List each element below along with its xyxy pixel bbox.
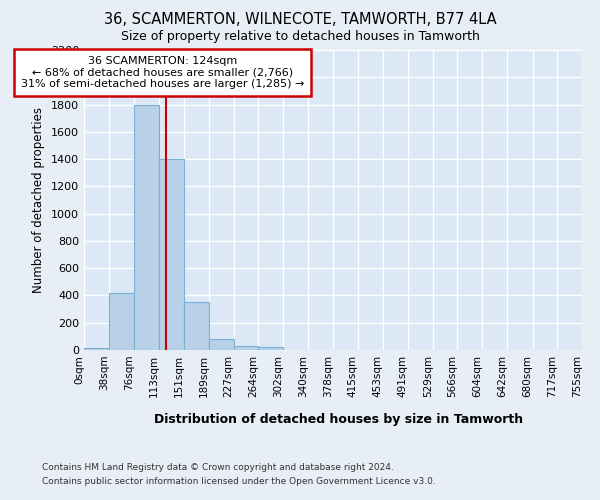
Bar <box>158 159 184 350</box>
Bar <box>109 292 134 350</box>
Text: Distribution of detached houses by size in Tamworth: Distribution of detached houses by size … <box>154 412 524 426</box>
Text: Size of property relative to detached houses in Tamworth: Size of property relative to detached ho… <box>121 30 479 43</box>
Bar <box>258 348 283 350</box>
Bar <box>84 348 109 350</box>
Text: Contains HM Land Registry data © Crown copyright and database right 2024.: Contains HM Land Registry data © Crown c… <box>42 462 394 471</box>
Bar <box>209 339 234 350</box>
Text: Contains public sector information licensed under the Open Government Licence v3: Contains public sector information licen… <box>42 478 436 486</box>
Bar <box>234 346 258 350</box>
Bar <box>184 302 209 350</box>
Y-axis label: Number of detached properties: Number of detached properties <box>32 107 46 293</box>
Text: 36, SCAMMERTON, WILNECOTE, TAMWORTH, B77 4LA: 36, SCAMMERTON, WILNECOTE, TAMWORTH, B77… <box>104 12 496 28</box>
Bar <box>134 104 158 350</box>
Text: 36 SCAMMERTON: 124sqm
← 68% of detached houses are smaller (2,766)
31% of semi-d: 36 SCAMMERTON: 124sqm ← 68% of detached … <box>21 56 304 90</box>
